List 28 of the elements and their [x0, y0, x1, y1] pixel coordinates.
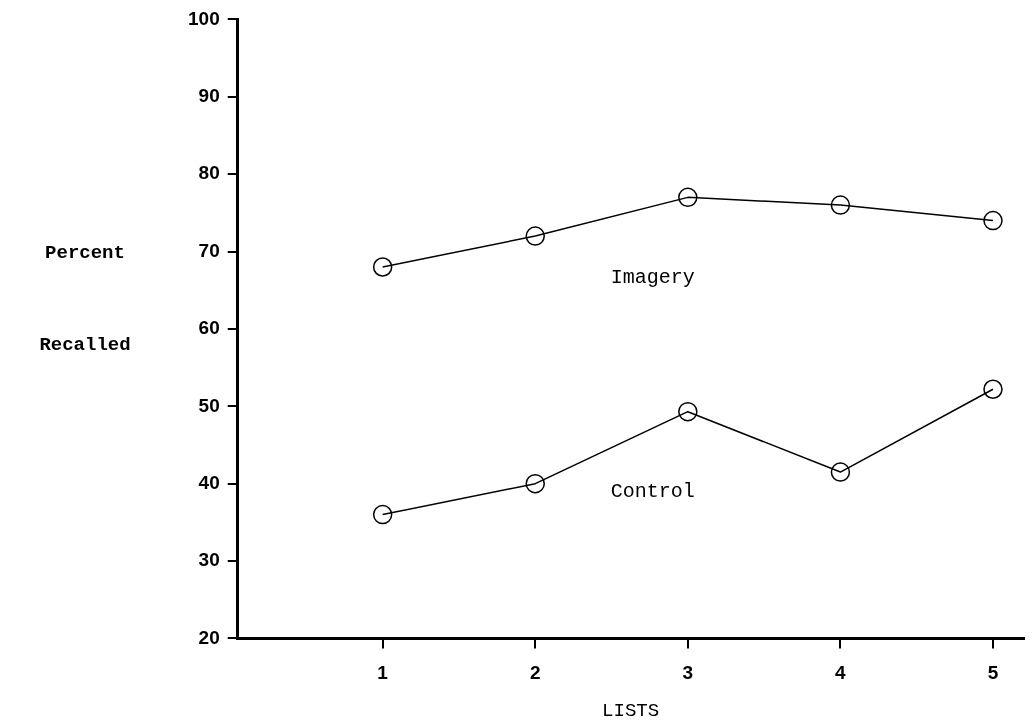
y-tick-label: 40 — [198, 471, 220, 493]
y-tick-label: 70 — [198, 239, 220, 261]
point — [372, 504, 393, 525]
point — [830, 462, 851, 482]
point — [983, 210, 1003, 231]
x-tick-label: 2 — [529, 662, 541, 684]
text: Percent Recalled — [39, 241, 131, 356]
x-tick-label: 1 — [377, 662, 389, 684]
y-tick-label: 20 — [198, 626, 220, 648]
x-axis-title: LISTS — [602, 699, 660, 722]
y-tick-label: 80 — [198, 162, 220, 184]
point — [372, 257, 393, 277]
point — [678, 187, 698, 208]
point — [678, 401, 698, 422]
text: Imagery — [610, 265, 695, 289]
y-tick-label: 100 — [188, 7, 220, 29]
y-tick-label: 60 — [198, 317, 220, 339]
y-tick-label: 90 — [198, 85, 220, 107]
series-label: Control — [610, 479, 695, 503]
point — [983, 379, 1003, 399]
y-tick-label: 50 — [198, 394, 220, 416]
y-tick-label: 30 — [198, 549, 220, 571]
x-tick-label: 3 — [682, 662, 694, 684]
x-tick-label: 4 — [835, 662, 847, 684]
point — [525, 473, 545, 494]
point — [830, 195, 851, 215]
x-tick-label: 5 — [987, 662, 999, 684]
point — [525, 226, 545, 246]
